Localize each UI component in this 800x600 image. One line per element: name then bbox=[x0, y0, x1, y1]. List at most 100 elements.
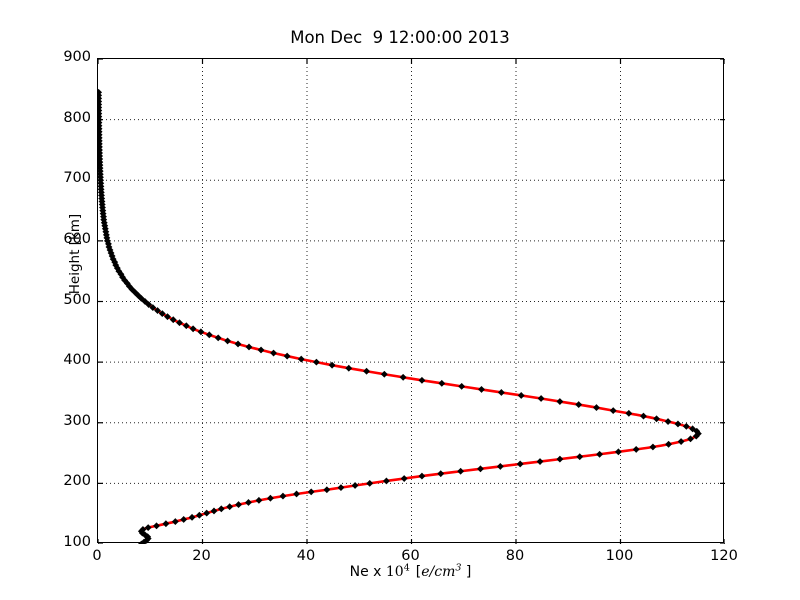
data-marker bbox=[556, 398, 564, 405]
data-marker bbox=[245, 499, 252, 506]
plot-title: Mon Dec 9 12:00:00 2013 bbox=[290, 28, 510, 47]
data-marker bbox=[399, 373, 407, 381]
data-marker bbox=[283, 352, 291, 360]
data-marker bbox=[328, 361, 336, 369]
x-axis-label: Ne x 104 [e/cm3 ] bbox=[97, 562, 724, 580]
data-marker bbox=[458, 382, 466, 390]
data-marker bbox=[677, 438, 685, 445]
y-tick-label: 800 bbox=[63, 109, 91, 126]
data-marker bbox=[477, 465, 484, 473]
data-marker bbox=[575, 401, 583, 408]
data-marker bbox=[516, 460, 524, 468]
data-marker bbox=[257, 346, 265, 354]
x-tick-label: 60 bbox=[401, 548, 420, 564]
data-marker bbox=[640, 412, 647, 420]
data-marker bbox=[665, 440, 672, 448]
data-marker bbox=[189, 325, 197, 333]
xlabel-bracket-close: ] bbox=[461, 564, 472, 580]
data-marker bbox=[382, 477, 390, 485]
data-marker bbox=[169, 316, 177, 324]
data-marker bbox=[693, 427, 701, 435]
data-marker bbox=[625, 409, 633, 417]
data-marker bbox=[457, 467, 465, 475]
data-marker bbox=[279, 492, 287, 500]
y-tick-label: 700 bbox=[63, 170, 91, 187]
x-tick-label: 20 bbox=[192, 548, 211, 564]
data-markers bbox=[98, 88, 702, 544]
data-marker bbox=[297, 355, 305, 363]
data-marker bbox=[517, 392, 525, 399]
y-tick-label: 200 bbox=[63, 473, 91, 490]
data-marker bbox=[98, 88, 103, 96]
data-marker bbox=[293, 490, 300, 498]
data-marker bbox=[267, 494, 274, 502]
data-marker bbox=[182, 322, 190, 330]
data-marker bbox=[351, 482, 359, 489]
xlabel-units-denominator: cm bbox=[434, 564, 456, 580]
data-marker bbox=[437, 470, 445, 478]
data-marker bbox=[270, 349, 277, 357]
plot-axes-frame bbox=[97, 58, 725, 544]
data-marker bbox=[180, 516, 188, 523]
data-marker bbox=[556, 455, 564, 463]
data-marker bbox=[210, 507, 218, 515]
data-marker bbox=[158, 310, 166, 318]
data-marker bbox=[102, 228, 110, 236]
data-marker bbox=[203, 509, 211, 517]
data-marker bbox=[687, 435, 694, 443]
data-marker bbox=[418, 376, 426, 384]
data-marker bbox=[217, 505, 225, 513]
plot-drawing-area bbox=[98, 59, 725, 544]
x-tick-label: 120 bbox=[710, 548, 738, 564]
data-marker bbox=[312, 358, 320, 366]
data-marker bbox=[649, 443, 657, 451]
data-marker bbox=[139, 526, 147, 533]
x-tick-label: 40 bbox=[296, 548, 316, 564]
data-marker bbox=[226, 503, 234, 511]
xlabel-units-exponent: 3 bbox=[455, 562, 462, 574]
data-marker bbox=[614, 448, 622, 456]
data-marker bbox=[674, 420, 682, 428]
y-tick-label: 100 bbox=[63, 534, 91, 550]
data-marker bbox=[188, 513, 196, 521]
data-marker bbox=[337, 484, 345, 492]
data-marker bbox=[536, 458, 544, 465]
data-marker bbox=[205, 331, 213, 339]
xlabel-bracket-open: [ bbox=[415, 564, 422, 580]
data-marker bbox=[537, 395, 545, 402]
data-marker bbox=[164, 313, 171, 321]
data-marker bbox=[214, 334, 222, 342]
data-marker bbox=[596, 450, 604, 458]
data-marker bbox=[307, 488, 315, 496]
y-tick-label: 300 bbox=[63, 412, 91, 429]
data-marker bbox=[609, 407, 617, 415]
data-marker bbox=[154, 307, 161, 315]
data-marker bbox=[323, 486, 331, 494]
y-axis-label: Height [km] bbox=[67, 213, 83, 295]
data-marker bbox=[197, 328, 205, 336]
data-marker bbox=[576, 453, 584, 461]
data-marker bbox=[497, 389, 505, 396]
y-tick-label: 500 bbox=[63, 291, 91, 308]
data-marker bbox=[689, 425, 697, 433]
y-tick-label: 600 bbox=[63, 230, 91, 247]
data-marker bbox=[682, 422, 690, 430]
data-marker bbox=[141, 298, 149, 305]
data-marker bbox=[245, 343, 253, 351]
data-marker bbox=[438, 379, 446, 387]
data-marker bbox=[235, 501, 242, 509]
xlabel-units-slash: / bbox=[429, 564, 435, 580]
data-marker bbox=[162, 520, 170, 528]
y-tick-label: 900 bbox=[63, 49, 91, 65]
data-marker bbox=[632, 446, 640, 453]
y-tick-label: 400 bbox=[63, 352, 91, 369]
data-line-ne-profile bbox=[98, 91, 700, 544]
data-marker bbox=[400, 475, 408, 482]
data-marker bbox=[478, 385, 485, 393]
data-marker bbox=[664, 418, 672, 425]
data-marker bbox=[144, 524, 152, 532]
data-marker bbox=[153, 522, 160, 530]
x-tick-label: 80 bbox=[505, 548, 525, 564]
data-marker bbox=[255, 496, 263, 504]
